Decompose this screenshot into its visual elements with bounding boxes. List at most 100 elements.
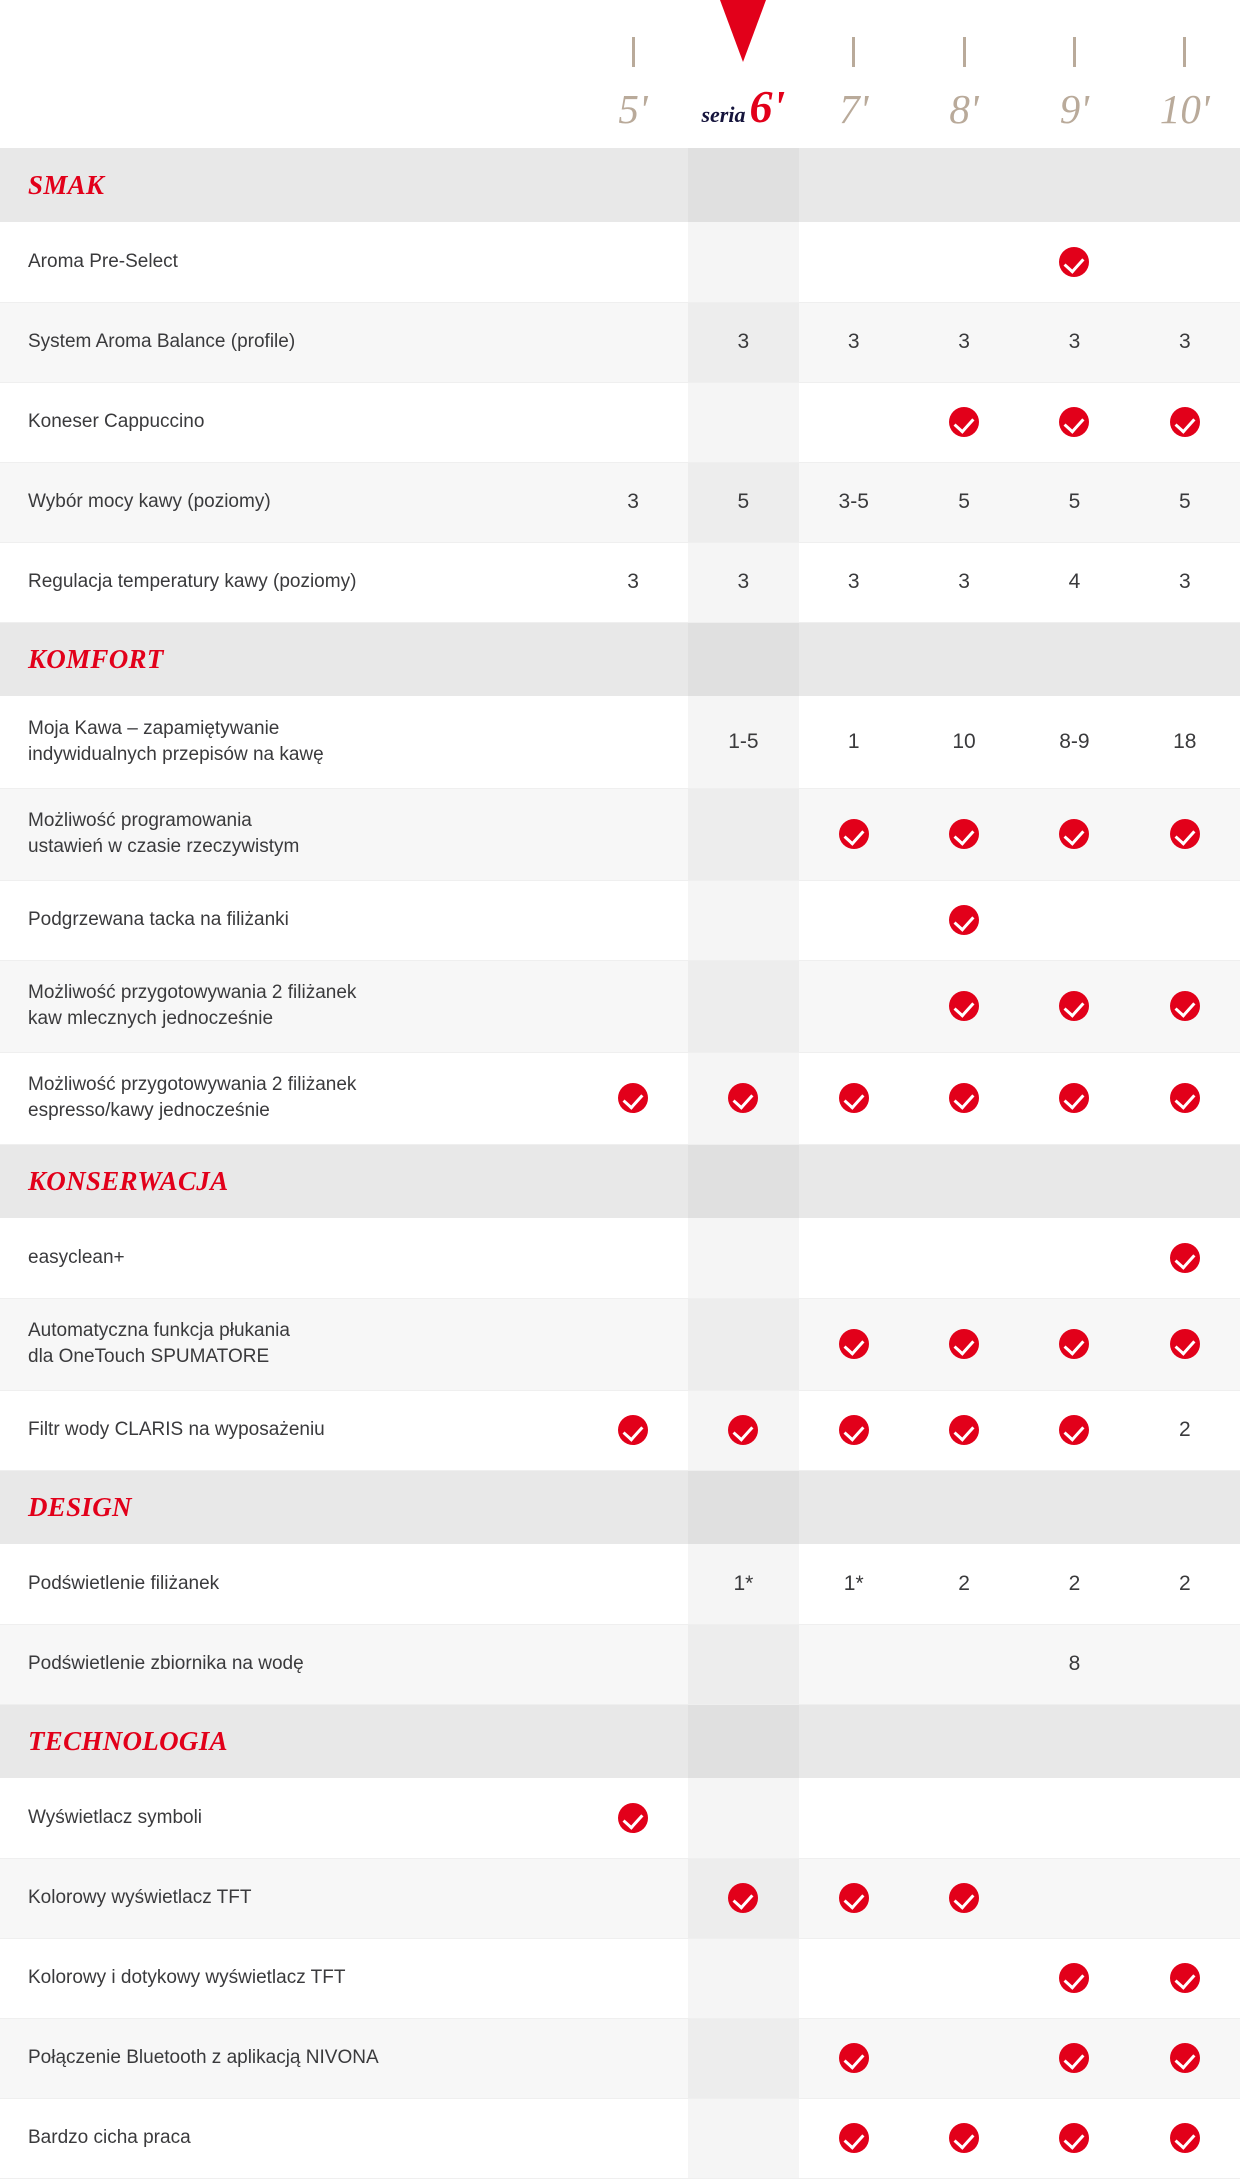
feature-value: 3 [798, 542, 909, 623]
section-band-cell [1129, 148, 1240, 222]
feature-label: Wybór mocy kawy (poziomy) [0, 462, 578, 543]
check-circle-icon-glyph [1059, 1329, 1090, 1359]
section-band-cell [577, 622, 689, 696]
model-header-inner: seria6' [688, 0, 798, 148]
check-circle-icon-glyph [949, 991, 980, 1021]
feature-label: Możliwość przygotowywania 2 filiżanek esp… [0, 1052, 578, 1145]
feature-value-empty [798, 1218, 909, 1299]
section-band-cell [577, 1470, 689, 1544]
check-circle-icon-glyph [838, 819, 869, 849]
feature-label: Wyświetlacz symboli [0, 1778, 578, 1859]
check-circle-icon-glyph [949, 1329, 980, 1359]
feature-row: System Aroma Balance (profile) 3 3 3 3 3 [0, 302, 1240, 383]
feature-label: System Aroma Balance (profile) [0, 302, 578, 383]
feature-value: 10 [908, 696, 1020, 789]
check-circle-icon [1019, 788, 1130, 881]
check-circle-icon [1019, 222, 1130, 303]
feature-row: Automatyczna funkcja płukania dla OneTouc… [0, 1298, 1240, 1391]
check-circle-icon [1129, 1938, 1240, 2019]
section-header-row: SMAK [0, 148, 1240, 222]
feature-value-empty [577, 1218, 689, 1299]
section-band-cell [1019, 1144, 1130, 1218]
feature-value-empty [688, 222, 799, 303]
check-circle-icon-glyph [618, 1083, 649, 1113]
check-circle-icon [1019, 2098, 1130, 2179]
feature-value-empty [798, 382, 909, 463]
section-title: KONSERWACJA [28, 1165, 229, 1196]
feature-row: Wybór mocy kawy (poziomy) 3 5 3-5 5 5 5 [0, 462, 1240, 543]
feature-value-empty [798, 1778, 909, 1859]
check-circle-icon-glyph [949, 1883, 980, 1913]
feature-row: Możliwość programowania ustawień w czasie… [0, 788, 1240, 881]
feature-value-empty [577, 1858, 689, 1939]
feature-value-empty [688, 1298, 799, 1391]
feature-value-empty [577, 302, 689, 383]
feature-value-empty [1129, 1778, 1240, 1859]
feature-value: 5 [908, 462, 1020, 543]
feature-value: 2 [908, 1544, 1020, 1625]
seria-prefix-label: seria [701, 102, 746, 127]
check-circle-icon-glyph [838, 1415, 869, 1445]
feature-value-empty [798, 222, 909, 303]
model-header-cell-6[interactable]: seria6' [688, 0, 799, 148]
feature-row: Koneser Cappuccino [0, 382, 1240, 463]
model-header-cell-10[interactable]: 10' [1129, 0, 1240, 148]
check-circle-icon [1019, 1390, 1130, 1471]
section-title-cell: KOMFORT [0, 622, 578, 696]
feature-value-empty [1019, 880, 1130, 961]
model-header-cell-7[interactable]: 7' [798, 0, 909, 148]
feature-value-empty [908, 1938, 1020, 2019]
feature-row: Filtr wody CLARIS na wyposażeniu 2 [0, 1390, 1240, 1471]
section-title: DESIGN [28, 1491, 132, 1522]
feature-value: 3 [688, 542, 799, 623]
feature-label: Kolorowy i dotykowy wyświetlacz TFT [0, 1938, 578, 2019]
check-circle-icon-glyph [1169, 819, 1200, 849]
model-header-label: 9' [1060, 89, 1089, 130]
column-tick-mark-icon [852, 37, 856, 67]
model-number-label: 7' [839, 86, 869, 132]
check-circle-icon [908, 2098, 1020, 2179]
feature-value-empty [908, 2018, 1020, 2099]
section-band-cell [908, 622, 1020, 696]
check-circle-icon-glyph [728, 1415, 759, 1445]
check-circle-icon-glyph [1059, 246, 1090, 277]
model-header-inner: 9' [1019, 0, 1129, 148]
model-header-cell-8[interactable]: 8' [908, 0, 1020, 148]
table-body: SMAK Aroma Pre-Select System Aroma Balance… [0, 148, 1240, 2179]
model-header-cell-5[interactable]: 5' [577, 0, 689, 148]
model-header-inner: 5' [578, 0, 688, 148]
model-header-label: seria6' [701, 84, 785, 130]
model-number-label: 9' [1059, 86, 1090, 132]
feature-row: Wyświetlacz symboli [0, 1778, 1240, 1859]
feature-label: easyclean+ [0, 1218, 578, 1299]
model-number-label: 5' [618, 86, 648, 132]
check-circle-icon-glyph [1169, 1963, 1200, 1993]
model-header-cell-9[interactable]: 9' [1019, 0, 1130, 148]
column-tick-mark-icon [1183, 37, 1187, 67]
feature-row: Połączenie Bluetooth z aplikacją NIVONA [0, 2018, 1240, 2099]
feature-value-empty [577, 382, 689, 463]
feature-row: Bardzo cicha praca [0, 2098, 1240, 2179]
feature-row: Podświetlenie zbiornika na wodę 8 [0, 1624, 1240, 1705]
section-header-row: TECHNOLOGIA [0, 1704, 1240, 1778]
section-band-cell [1019, 1704, 1130, 1778]
check-circle-icon [1019, 382, 1130, 463]
header-spacer [0, 0, 578, 148]
section-header-row: DESIGN [0, 1470, 1240, 1544]
feature-value: 3 [908, 302, 1020, 383]
feature-label: Możliwość przygotowywania 2 filiżanek kaw… [0, 960, 578, 1053]
feature-value: 3 [798, 302, 909, 383]
section-band-cell [908, 1704, 1020, 1778]
section-header-row: KOMFORT [0, 622, 1240, 696]
feature-value-empty [577, 2018, 689, 2099]
feature-value-empty [798, 1624, 909, 1705]
check-circle-icon [908, 1298, 1020, 1391]
check-circle-icon-glyph [838, 1883, 869, 1913]
check-circle-icon [1019, 2018, 1130, 2099]
feature-value: 5 [1129, 462, 1240, 543]
section-band-cell [577, 148, 689, 222]
check-circle-icon-glyph [1169, 991, 1200, 1021]
section-band-cell [1019, 148, 1130, 222]
check-circle-icon [798, 2018, 909, 2099]
feature-value-empty [577, 1938, 689, 2019]
